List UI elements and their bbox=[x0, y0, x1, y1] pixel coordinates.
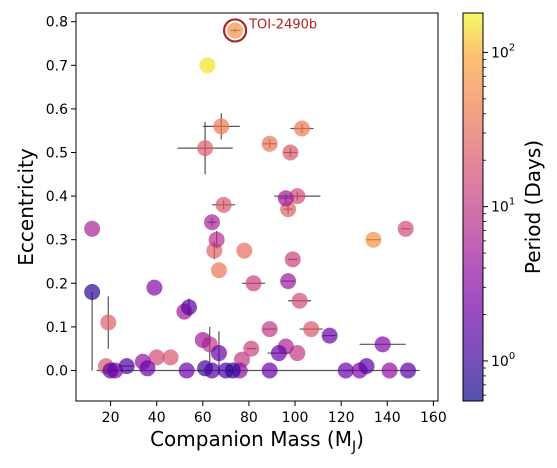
data-point bbox=[374, 336, 391, 353]
data-point bbox=[400, 362, 417, 379]
colorbar-tick-label: 100 bbox=[491, 351, 515, 370]
data-point bbox=[208, 231, 225, 248]
x-axis-ticks: 20 40 60 80 100 120 140 160 bbox=[102, 401, 447, 426]
data-point bbox=[227, 22, 244, 39]
data-point bbox=[197, 360, 214, 377]
data-point bbox=[215, 196, 232, 213]
y-axis-ticks: 0.0 0.1 0.2 0.3 0.4 0.5 0.6 0.7 0.8 bbox=[46, 15, 76, 379]
colorbar-tick-label: 102 bbox=[491, 42, 515, 61]
y-tick-label: 0.1 bbox=[46, 320, 68, 336]
data-point bbox=[194, 331, 211, 348]
data-point bbox=[261, 135, 278, 152]
data-point bbox=[358, 358, 375, 375]
data-point bbox=[210, 262, 227, 279]
x-tick-label: 100 bbox=[282, 410, 309, 426]
data-point bbox=[199, 57, 216, 74]
colorbar-tick-label: 101 bbox=[491, 197, 515, 216]
data-point bbox=[213, 118, 230, 135]
data-point bbox=[277, 190, 294, 207]
x-tick-label: 60 bbox=[194, 410, 212, 426]
data-point bbox=[224, 362, 241, 379]
data-point bbox=[381, 362, 398, 379]
data-point bbox=[102, 362, 119, 379]
data-point bbox=[303, 321, 320, 338]
data-point bbox=[148, 349, 165, 366]
data-point bbox=[245, 275, 262, 292]
error-bars bbox=[91, 28, 420, 375]
data-point bbox=[162, 349, 179, 366]
data-point bbox=[178, 362, 195, 379]
x-tick-label: 80 bbox=[240, 410, 258, 426]
plot-frame bbox=[75, 12, 439, 402]
x-axis-label: Companion Mass (MJ) bbox=[150, 427, 364, 455]
data-point bbox=[243, 340, 260, 357]
y-tick-label: 0.7 bbox=[46, 58, 68, 74]
data-point bbox=[337, 362, 354, 379]
data-point bbox=[210, 345, 227, 362]
data-point bbox=[321, 327, 338, 344]
data-point bbox=[84, 284, 101, 301]
data-point bbox=[139, 360, 156, 377]
x-tick-label: 40 bbox=[148, 410, 166, 426]
y-tick-label: 0.6 bbox=[46, 102, 68, 118]
annotation-label: TOI-2490b bbox=[248, 17, 317, 32]
data-points bbox=[84, 22, 417, 379]
x-tick-label: 120 bbox=[328, 410, 355, 426]
x-tick-label: 20 bbox=[102, 410, 120, 426]
x-tick-label: 140 bbox=[374, 410, 401, 426]
data-point bbox=[204, 214, 221, 231]
data-point bbox=[282, 144, 299, 161]
data-point bbox=[284, 251, 301, 268]
annotation-ring bbox=[222, 18, 248, 43]
y-tick-label: 0.3 bbox=[46, 233, 68, 249]
y-tick-label: 0.8 bbox=[46, 15, 68, 31]
y-tick-label: 0.5 bbox=[46, 146, 68, 162]
data-point bbox=[261, 362, 278, 379]
data-point bbox=[180, 299, 197, 316]
data-point bbox=[118, 358, 135, 375]
data-point bbox=[84, 220, 101, 237]
data-point bbox=[291, 292, 308, 309]
data-point bbox=[280, 273, 297, 290]
data-point bbox=[261, 321, 278, 338]
data-point bbox=[100, 314, 117, 331]
x-tick-label: 160 bbox=[420, 410, 447, 426]
data-point bbox=[197, 140, 214, 157]
y-tick-label: 0.2 bbox=[46, 276, 68, 292]
data-point bbox=[146, 279, 163, 296]
y-tick-label: 0.4 bbox=[46, 189, 68, 205]
data-point bbox=[236, 242, 253, 259]
data-point bbox=[397, 220, 414, 237]
data-point bbox=[293, 120, 310, 137]
y-axis-label: Eccentricity bbox=[14, 148, 38, 266]
colorbar-ticks: 100 101 102 bbox=[483, 42, 515, 396]
data-point bbox=[270, 345, 287, 362]
colorbar bbox=[462, 12, 484, 402]
colorbar-label: Period (Days) bbox=[521, 140, 545, 274]
data-point bbox=[365, 231, 382, 248]
y-tick-label: 0.0 bbox=[46, 363, 68, 379]
